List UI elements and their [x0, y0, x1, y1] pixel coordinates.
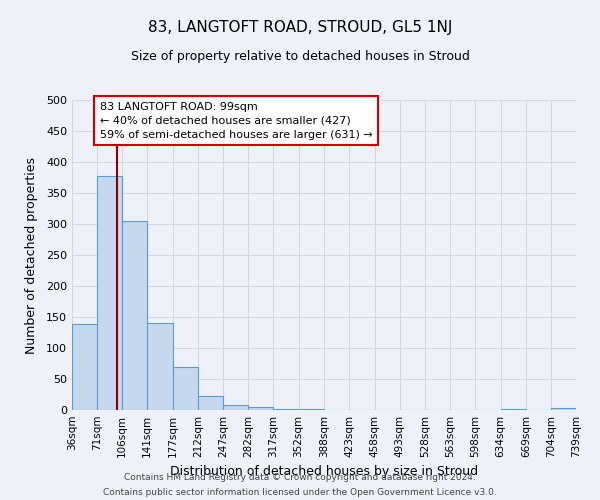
- X-axis label: Distribution of detached houses by size in Stroud: Distribution of detached houses by size …: [170, 466, 478, 478]
- Bar: [223, 405, 248, 410]
- Text: Contains HM Land Registry data © Crown copyright and database right 2024.: Contains HM Land Registry data © Crown c…: [124, 473, 476, 482]
- Text: Size of property relative to detached houses in Stroud: Size of property relative to detached ho…: [131, 50, 469, 63]
- Bar: [551, 408, 576, 410]
- Bar: [274, 409, 299, 410]
- Bar: [501, 409, 526, 410]
- Bar: [198, 396, 223, 410]
- Bar: [97, 176, 122, 410]
- Bar: [173, 367, 198, 410]
- Text: Contains public sector information licensed under the Open Government Licence v3: Contains public sector information licen…: [103, 488, 497, 497]
- Bar: [122, 221, 147, 410]
- Text: 83, LANGTOFT ROAD, STROUD, GL5 1NJ: 83, LANGTOFT ROAD, STROUD, GL5 1NJ: [148, 20, 452, 35]
- Bar: [147, 322, 173, 410]
- Text: 83 LANGTOFT ROAD: 99sqm
← 40% of detached houses are smaller (427)
59% of semi-d: 83 LANGTOFT ROAD: 99sqm ← 40% of detache…: [100, 102, 373, 140]
- Y-axis label: Number of detached properties: Number of detached properties: [25, 156, 38, 354]
- Bar: [72, 324, 97, 410]
- Bar: [248, 407, 274, 410]
